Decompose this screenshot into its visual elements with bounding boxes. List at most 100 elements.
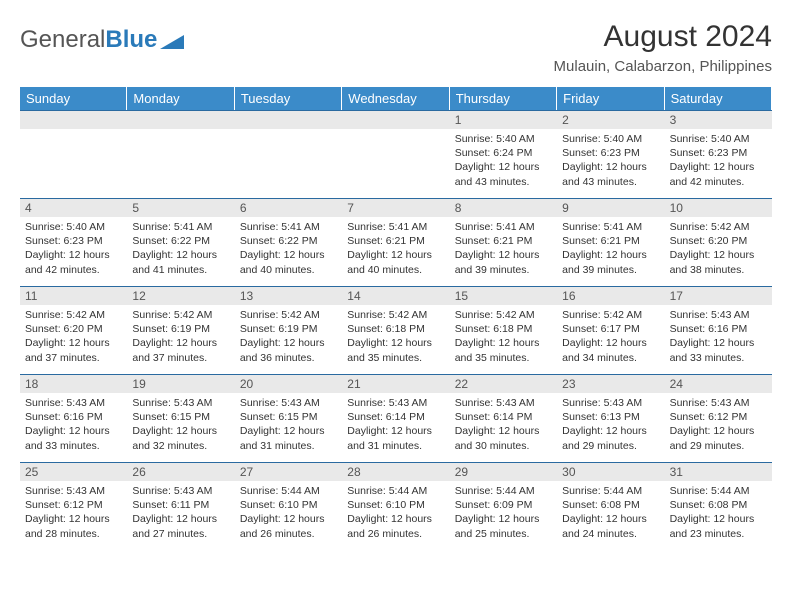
day-details: Sunrise: 5:43 AMSunset: 6:14 PMDaylight:… xyxy=(342,393,449,458)
location-text: Mulauin, Calabarzon, Philippines xyxy=(554,58,772,75)
day-number: 22 xyxy=(450,375,557,393)
sunrise-text: Sunrise: 5:44 AM xyxy=(347,484,444,498)
sunset-text: Sunset: 6:08 PM xyxy=(670,498,767,512)
weekday-header: Monday xyxy=(127,87,234,110)
sunset-text: Sunset: 6:13 PM xyxy=(562,410,659,424)
weekday-header: Wednesday xyxy=(342,87,449,110)
weekday-header: Friday xyxy=(557,87,664,110)
sunset-text: Sunset: 6:16 PM xyxy=(670,322,767,336)
calendar-cell: 17Sunrise: 5:43 AMSunset: 6:16 PMDayligh… xyxy=(665,286,772,374)
day-details: Sunrise: 5:42 AMSunset: 6:17 PMDaylight:… xyxy=(557,305,664,370)
calendar-cell: 8Sunrise: 5:41 AMSunset: 6:21 PMDaylight… xyxy=(450,198,557,286)
day-details: Sunrise: 5:43 AMSunset: 6:12 PMDaylight:… xyxy=(20,481,127,546)
calendar-cell: 29Sunrise: 5:44 AMSunset: 6:09 PMDayligh… xyxy=(450,462,557,550)
daylight-text: Daylight: 12 hours and 31 minutes. xyxy=(240,424,337,452)
calendar-cell-empty xyxy=(342,110,449,198)
calendar-cell: 12Sunrise: 5:42 AMSunset: 6:19 PMDayligh… xyxy=(127,286,234,374)
day-number: 30 xyxy=(557,463,664,481)
day-number: 26 xyxy=(127,463,234,481)
day-number-row xyxy=(342,111,449,129)
calendar-cell-empty xyxy=(127,110,234,198)
day-number: 28 xyxy=(342,463,449,481)
sunset-text: Sunset: 6:09 PM xyxy=(455,498,552,512)
sunset-text: Sunset: 6:15 PM xyxy=(132,410,229,424)
sunset-text: Sunset: 6:21 PM xyxy=(455,234,552,248)
day-details: Sunrise: 5:42 AMSunset: 6:18 PMDaylight:… xyxy=(450,305,557,370)
day-details: Sunrise: 5:43 AMSunset: 6:12 PMDaylight:… xyxy=(665,393,772,458)
sunrise-text: Sunrise: 5:40 AM xyxy=(562,132,659,146)
day-details: Sunrise: 5:42 AMSunset: 6:19 PMDaylight:… xyxy=(235,305,342,370)
day-details xyxy=(342,129,449,137)
brand-part1: General xyxy=(20,26,105,54)
day-details: Sunrise: 5:43 AMSunset: 6:15 PMDaylight:… xyxy=(235,393,342,458)
daylight-text: Daylight: 12 hours and 29 minutes. xyxy=(670,424,767,452)
daylight-text: Daylight: 12 hours and 36 minutes. xyxy=(240,336,337,364)
day-details: Sunrise: 5:41 AMSunset: 6:22 PMDaylight:… xyxy=(127,217,234,282)
sunrise-text: Sunrise: 5:42 AM xyxy=(25,308,122,322)
calendar-grid: SundayMondayTuesdayWednesdayThursdayFrid… xyxy=(20,87,772,550)
sunset-text: Sunset: 6:20 PM xyxy=(25,322,122,336)
daylight-text: Daylight: 12 hours and 33 minutes. xyxy=(670,336,767,364)
daylight-text: Daylight: 12 hours and 37 minutes. xyxy=(132,336,229,364)
sunset-text: Sunset: 6:14 PM xyxy=(347,410,444,424)
calendar-cell: 1Sunrise: 5:40 AMSunset: 6:24 PMDaylight… xyxy=(450,110,557,198)
sunrise-text: Sunrise: 5:43 AM xyxy=(132,484,229,498)
day-number-row xyxy=(235,111,342,129)
day-number: 16 xyxy=(557,287,664,305)
day-number: 8 xyxy=(450,199,557,217)
calendar-cell: 5Sunrise: 5:41 AMSunset: 6:22 PMDaylight… xyxy=(127,198,234,286)
day-details: Sunrise: 5:40 AMSunset: 6:23 PMDaylight:… xyxy=(665,129,772,194)
calendar-cell: 11Sunrise: 5:42 AMSunset: 6:20 PMDayligh… xyxy=(20,286,127,374)
day-number: 13 xyxy=(235,287,342,305)
sunset-text: Sunset: 6:20 PM xyxy=(670,234,767,248)
sunrise-text: Sunrise: 5:42 AM xyxy=(347,308,444,322)
weekday-header: Tuesday xyxy=(235,87,342,110)
daylight-text: Daylight: 12 hours and 26 minutes. xyxy=(347,512,444,540)
sunrise-text: Sunrise: 5:43 AM xyxy=(25,396,122,410)
sunrise-text: Sunrise: 5:43 AM xyxy=(455,396,552,410)
sunset-text: Sunset: 6:08 PM xyxy=(562,498,659,512)
sunset-text: Sunset: 6:12 PM xyxy=(25,498,122,512)
daylight-text: Daylight: 12 hours and 23 minutes. xyxy=(670,512,767,540)
daylight-text: Daylight: 12 hours and 40 minutes. xyxy=(347,248,444,276)
day-details: Sunrise: 5:41 AMSunset: 6:21 PMDaylight:… xyxy=(450,217,557,282)
day-number: 19 xyxy=(127,375,234,393)
sunrise-text: Sunrise: 5:40 AM xyxy=(25,220,122,234)
day-number: 14 xyxy=(342,287,449,305)
daylight-text: Daylight: 12 hours and 43 minutes. xyxy=(562,160,659,188)
day-number: 23 xyxy=(557,375,664,393)
calendar-cell: 20Sunrise: 5:43 AMSunset: 6:15 PMDayligh… xyxy=(235,374,342,462)
day-number: 1 xyxy=(450,111,557,129)
calendar-cell: 13Sunrise: 5:42 AMSunset: 6:19 PMDayligh… xyxy=(235,286,342,374)
month-title: August 2024 xyxy=(554,20,772,54)
sunset-text: Sunset: 6:18 PM xyxy=(455,322,552,336)
weekday-header: Thursday xyxy=(450,87,557,110)
day-number: 25 xyxy=(20,463,127,481)
calendar-cell: 10Sunrise: 5:42 AMSunset: 6:20 PMDayligh… xyxy=(665,198,772,286)
day-details: Sunrise: 5:44 AMSunset: 6:08 PMDaylight:… xyxy=(557,481,664,546)
calendar-cell: 14Sunrise: 5:42 AMSunset: 6:18 PMDayligh… xyxy=(342,286,449,374)
sunrise-text: Sunrise: 5:43 AM xyxy=(25,484,122,498)
day-number: 31 xyxy=(665,463,772,481)
sunset-text: Sunset: 6:10 PM xyxy=(347,498,444,512)
title-block: August 2024 Mulauin, Calabarzon, Philipp… xyxy=(554,20,772,75)
calendar-cell: 24Sunrise: 5:43 AMSunset: 6:12 PMDayligh… xyxy=(665,374,772,462)
sunset-text: Sunset: 6:23 PM xyxy=(25,234,122,248)
day-number: 9 xyxy=(557,199,664,217)
sunrise-text: Sunrise: 5:43 AM xyxy=(240,396,337,410)
page-header: GeneralBlue August 2024 Mulauin, Calabar… xyxy=(20,20,772,75)
day-number: 3 xyxy=(665,111,772,129)
calendar-cell: 26Sunrise: 5:43 AMSunset: 6:11 PMDayligh… xyxy=(127,462,234,550)
calendar-cell: 22Sunrise: 5:43 AMSunset: 6:14 PMDayligh… xyxy=(450,374,557,462)
sunrise-text: Sunrise: 5:43 AM xyxy=(347,396,444,410)
daylight-text: Daylight: 12 hours and 25 minutes. xyxy=(455,512,552,540)
daylight-text: Daylight: 12 hours and 32 minutes. xyxy=(132,424,229,452)
logo-triangle-icon xyxy=(160,31,184,49)
calendar-cell-empty xyxy=(20,110,127,198)
day-number: 15 xyxy=(450,287,557,305)
calendar-cell: 23Sunrise: 5:43 AMSunset: 6:13 PMDayligh… xyxy=(557,374,664,462)
sunrise-text: Sunrise: 5:44 AM xyxy=(562,484,659,498)
day-details xyxy=(235,129,342,137)
day-details: Sunrise: 5:44 AMSunset: 6:10 PMDaylight:… xyxy=(235,481,342,546)
day-number-row xyxy=(20,111,127,129)
